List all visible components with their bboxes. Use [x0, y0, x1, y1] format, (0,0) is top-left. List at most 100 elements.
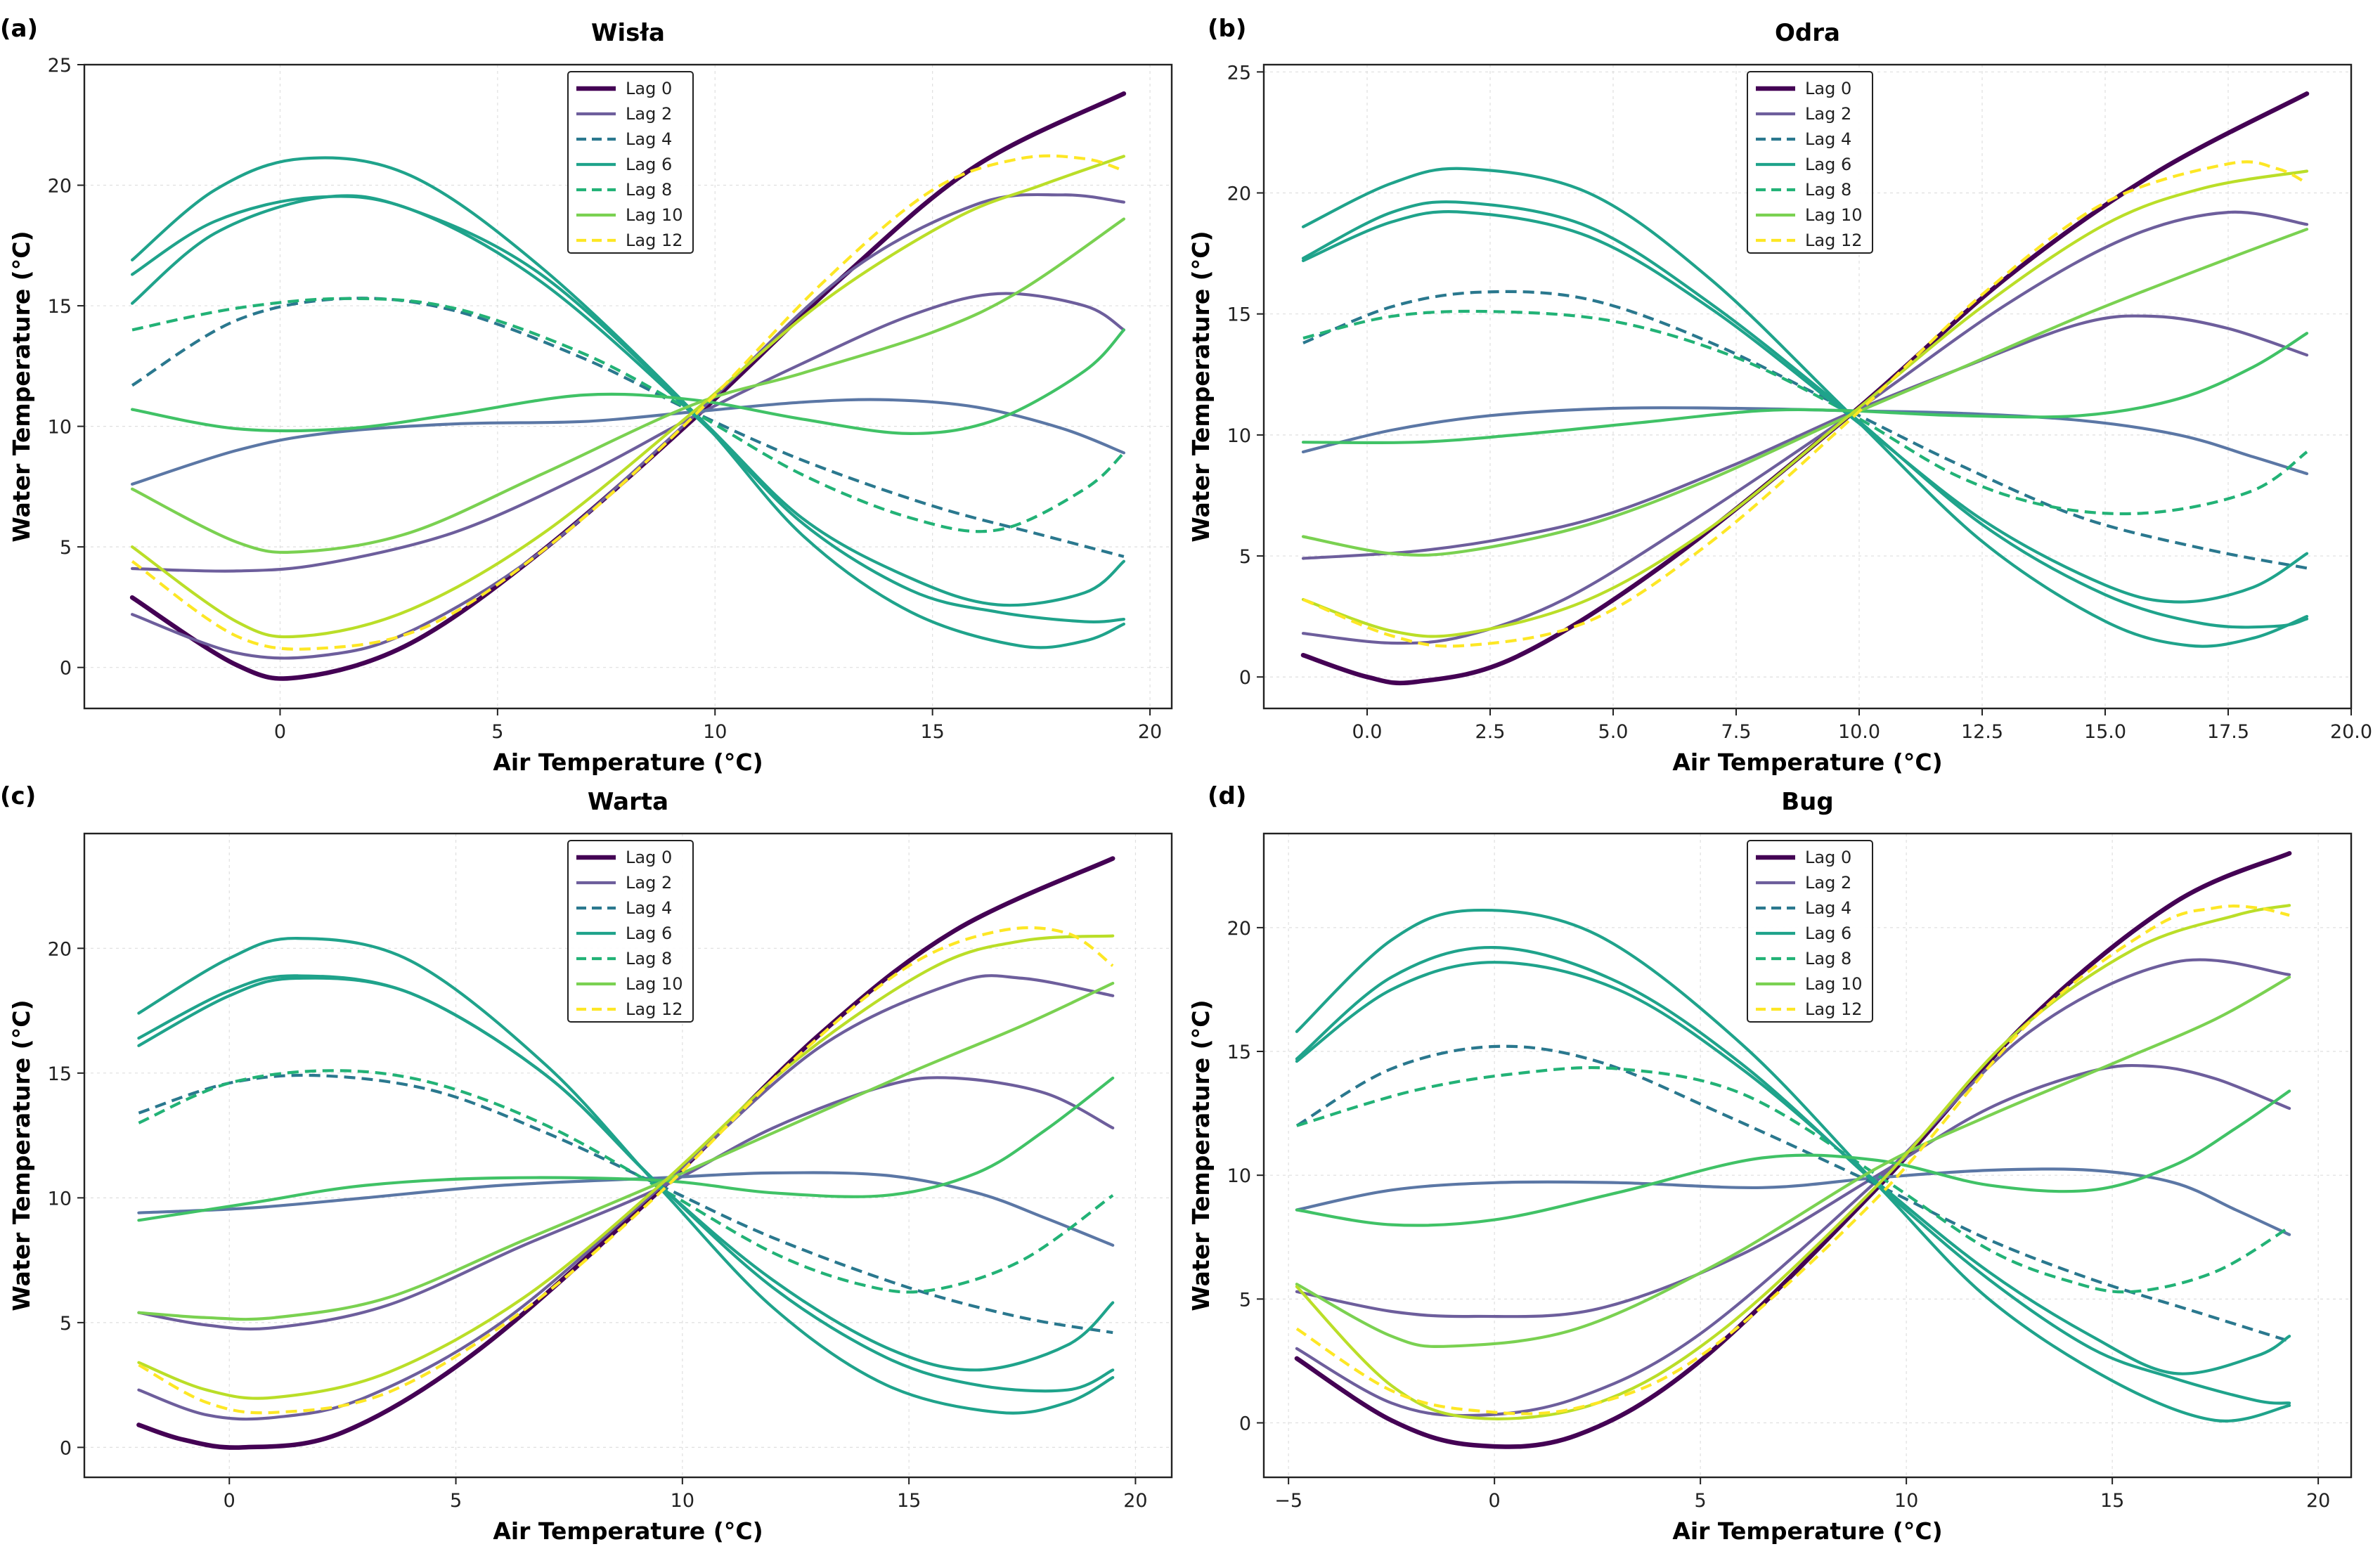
y-tick-label: 10 [48, 1188, 72, 1210]
y-tick-label: 20 [48, 176, 72, 197]
legend-item-label: Lag 8 [626, 180, 672, 200]
legend-item-label: Lag 0 [1805, 79, 1851, 98]
x-tick-label: 20.0 [2330, 721, 2372, 743]
legend-item-label: Lag 6 [626, 923, 672, 943]
plot-frame [1262, 63, 2353, 710]
series-group [1294, 850, 2292, 1449]
legend-item-label: Lag 12 [626, 999, 683, 1019]
x-tick-label: 12.5 [1961, 721, 2003, 743]
grid [1264, 834, 2351, 1477]
y-tick-label: 15 [1227, 1042, 1251, 1063]
y-tick-label: 0 [1239, 1413, 1251, 1434]
x-axis-label: Air Temperature (°C) [493, 748, 763, 776]
series-line-lag-6 [1295, 961, 2291, 1375]
series-line-lag-12 [1302, 160, 2308, 648]
x-tick-label: 15 [920, 721, 944, 743]
x-tick-label: 15.0 [2084, 721, 2126, 743]
y-tick-label: 5 [1239, 546, 1251, 568]
legend-item-label: Lag 0 [626, 79, 672, 98]
series-line-lag-2 [1295, 1167, 2291, 1236]
series-line-lag-6 [1301, 167, 2309, 648]
x-tick-label: 5 [491, 721, 503, 743]
x-tick-label: −5 [1274, 1490, 1302, 1512]
x-tick-label: 20 [1138, 721, 1162, 743]
x-tick-label: 0 [274, 721, 286, 743]
y-tick-label: 10 [1227, 1165, 1251, 1187]
x-tick-label: 10 [1894, 1490, 1918, 1512]
series-line-lag-8 [131, 297, 1125, 533]
x-tick-label: 5 [450, 1490, 462, 1512]
legend: Lag 0 Lag 2 Lag 4 Lag 6 Lag 8 Lag 10 Lag 12 [1747, 840, 1873, 1023]
legend-item-label: Lag 4 [626, 898, 672, 918]
series-line-lag-2 [1301, 210, 2309, 645]
legend-box [567, 840, 694, 1023]
series-group [1300, 91, 2310, 686]
series-line-lag-2 [131, 398, 1125, 486]
x-tick-label: 20 [1123, 1490, 1147, 1512]
x-tick-label: 10 [671, 1490, 694, 1512]
series-line-lag-10 [1295, 904, 2291, 1420]
x-tick-label: 20 [2306, 1490, 2330, 1512]
legend-item-label: Lag 10 [626, 205, 683, 225]
series-line-lag-4 [138, 1073, 1113, 1335]
legend-item-label: Lag 2 [1805, 104, 1851, 124]
series-line-lag-4 [1295, 1044, 2290, 1343]
x-axis-label: Air Temperature (°C) [1672, 748, 1942, 776]
legend: Lag 0 Lag 2 Lag 4 Lag 6 Lag 8 Lag 10 Lag 12 [567, 71, 694, 254]
legend-item-label: Lag 8 [626, 949, 672, 968]
legend-item-label: Lag 2 [626, 873, 672, 893]
x-tick-label: 0 [224, 1490, 235, 1512]
series-line-lag-6 [1295, 908, 2291, 1422]
plot-frame [83, 832, 1173, 1479]
y-tick-label: 15 [1227, 304, 1251, 326]
plot-frame [83, 63, 1173, 710]
legend: Lag 0 Lag 2 Lag 4 Lag 6 Lag 8 Lag 10 Lag 12 [567, 840, 694, 1023]
series-line-lag-8 [138, 1069, 1114, 1294]
y-tick-label: 15 [48, 296, 72, 318]
panel-2: (b) Odra 0.0 2.5 5.0 7.5 10.0 12.5 15.0 17.5 20.0 0… [1187, 15, 2372, 776]
legend-item-label: Lag 6 [1805, 923, 1851, 943]
series-line-lag-8 [1296, 1065, 2291, 1294]
y-tick-label: 5 [60, 537, 72, 559]
legend-item-label: Lag 2 [626, 104, 672, 124]
series-line-lag-2 [1301, 314, 2309, 560]
series-line-lag-10 [1301, 169, 2309, 638]
y-tick-label: 0 [1239, 667, 1251, 689]
legend-item-label: Lag 4 [626, 129, 672, 149]
x-axis-label: Air Temperature (°C) [1672, 1517, 1942, 1545]
x-tick-label: 17.5 [2207, 721, 2249, 743]
legend-box [1747, 840, 1873, 1023]
series-line-lag-6 [1301, 209, 2309, 604]
series-line-lag-10 [137, 934, 1115, 1400]
series-line-lag-12 [131, 154, 1125, 651]
x-tick-label: 10 [703, 721, 727, 743]
series-line-lag-2 [1295, 958, 2291, 1418]
panel-title: Warta [588, 788, 668, 816]
y-tick-label: 15 [48, 1063, 72, 1085]
y-tick-label: 20 [1227, 183, 1251, 205]
series-line-lag-2 [131, 193, 1125, 660]
series-line-lag-6 [131, 194, 1125, 607]
series-line-lag-8 [137, 1076, 1115, 1222]
x-tick-label: 0.0 [1352, 721, 1383, 743]
series-line-lag-4 [1302, 290, 2308, 570]
panel-title: Bug [1781, 788, 1833, 816]
panel-label: (b) [1208, 15, 1246, 43]
legend-item-label: Lag 2 [1805, 873, 1851, 893]
series-line-lag-6 [137, 974, 1115, 1393]
series-line-lag-4 [131, 297, 1125, 558]
y-tick-label: 0 [60, 1437, 72, 1459]
y-tick-label: 5 [60, 1313, 72, 1335]
y-tick-label: 25 [1227, 62, 1251, 84]
x-axis-label: Air Temperature (°C) [493, 1517, 763, 1545]
legend-item-label: Lag 10 [1805, 974, 1862, 994]
x-tick-label: 10.0 [1838, 721, 1880, 743]
y-tick-label: 10 [48, 417, 72, 439]
x-tick-label: 0 [1489, 1490, 1501, 1512]
panel-title: Odra [1775, 19, 1840, 47]
legend-item-label: Lag 6 [626, 155, 672, 174]
y-axis-label: Water Temperature (°C) [8, 231, 35, 542]
x-tick-label: 7.5 [1721, 721, 1752, 743]
legend-item-label: Lag 12 [1805, 999, 1862, 1019]
